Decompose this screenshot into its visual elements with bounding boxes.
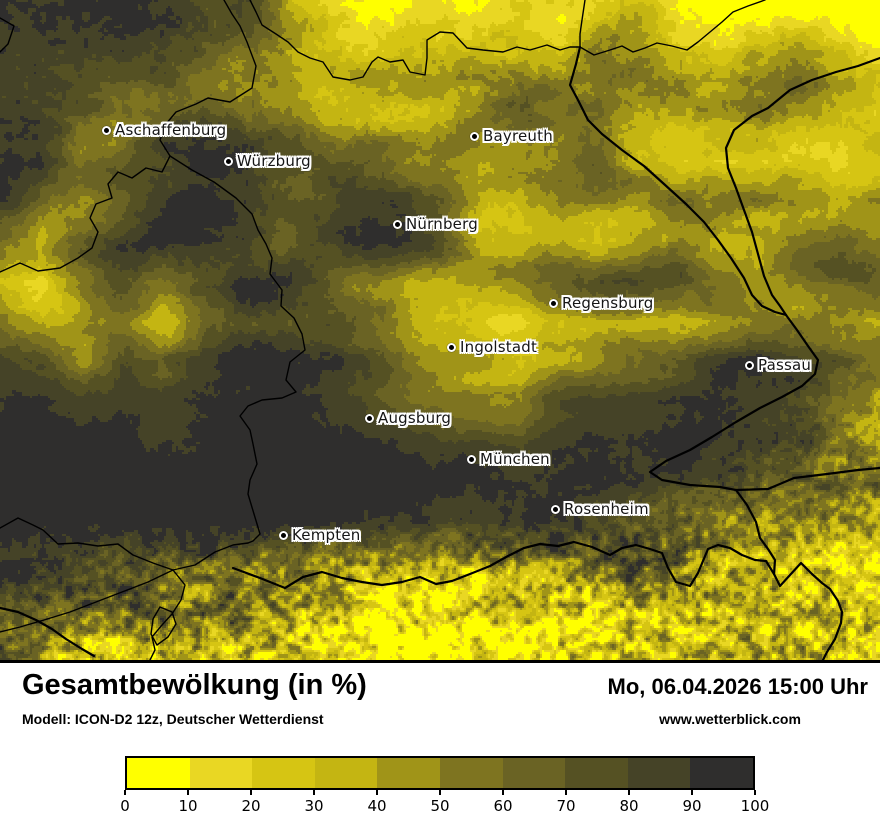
- city-label: Passau: [758, 356, 812, 374]
- border-line: [231, 540, 844, 660]
- colorbar-segment: [627, 758, 691, 788]
- city-label: Rosenheim: [564, 500, 649, 518]
- city-dot: [745, 360, 754, 370]
- border-overlay: [0, 0, 880, 660]
- city-marker-ingolstadt: Ingolstadt: [447, 338, 537, 356]
- city-marker-passau: Passau: [745, 356, 811, 374]
- city-dot: [365, 413, 374, 423]
- city-label: München: [480, 450, 550, 468]
- city-dot: [279, 530, 288, 540]
- city-dot: [102, 125, 111, 135]
- border-line: [249, 0, 766, 81]
- colorbar-segment: [690, 758, 753, 788]
- city-marker-augsburg: Augsburg: [365, 409, 451, 427]
- colorbar-tick-label: 0: [120, 797, 130, 815]
- colorbar-tick-label: 20: [241, 797, 261, 815]
- border-line: [150, 606, 177, 646]
- weather-map: Aschaffenburg Würzburg Bayreuth Nürnberg Reg…: [0, 0, 880, 660]
- colorbar-segment: [502, 758, 566, 788]
- city-marker-rosenheim: Rosenheim: [551, 500, 649, 518]
- border-line: [172, 542, 249, 571]
- city-labels-layer: Aschaffenburg Würzburg Bayreuth Nürnberg Reg…: [102, 121, 811, 544]
- info-footer: Gesamtbewölkung (in %) Mo, 06.04.2026 15…: [0, 663, 880, 830]
- colorbar-tick-label: 100: [740, 797, 770, 815]
- colorbar-tick-label: 50: [430, 797, 450, 815]
- border-line: [568, 45, 788, 317]
- colorbar-tick: [439, 790, 441, 795]
- cloud-cover-colorbar: [125, 756, 755, 790]
- page-title: Gesamtbewölkung (in %): [22, 669, 367, 701]
- colorbar-tick: [691, 790, 693, 795]
- valid-datetime: Mo, 06.04.2026 15:00 Uhr: [607, 674, 868, 699]
- colorbar-tick: [187, 790, 189, 795]
- city-marker-regensburg: Regensburg: [549, 294, 654, 312]
- border-line: [0, 0, 257, 273]
- city-dot: [470, 131, 479, 141]
- colorbar-segment: [565, 758, 628, 788]
- colorbar-tick-label: 10: [178, 797, 198, 815]
- city-label: Kempten: [292, 526, 361, 544]
- colorbar-tick-label: 40: [367, 797, 387, 815]
- city-dot: [447, 342, 456, 352]
- colorbar-tick: [502, 790, 504, 795]
- border-line: [0, 606, 96, 658]
- website-url: www.wetterblick.com: [659, 711, 801, 727]
- city-label: Regensburg: [562, 294, 654, 312]
- colorbar-tick: [628, 790, 630, 795]
- city-label: Bayreuth: [483, 127, 553, 145]
- model-info: Modell: ICON-D2 12z, Deutscher Wetterdie…: [22, 711, 324, 727]
- city-marker-munchen: München: [467, 450, 550, 468]
- city-dot: [549, 298, 558, 308]
- city-label: Augsburg: [378, 409, 452, 427]
- colorbar-ticks: 0 10 20 30 40 50 60 70 80 90 100: [120, 790, 769, 830]
- colorbar-segment: [314, 758, 378, 788]
- colorbar-tick-label: 80: [619, 797, 639, 815]
- city-label: Nürnberg: [406, 215, 478, 233]
- colorbar-segment: [127, 758, 190, 788]
- border-line: [734, 466, 880, 492]
- border-line: [579, 0, 586, 48]
- colorbar-segment: [377, 758, 440, 788]
- colorbar-tick-label: 30: [304, 797, 324, 815]
- colorbar-segment: [189, 758, 253, 788]
- border-line: [169, 155, 306, 544]
- colorbar-tick: [754, 790, 756, 795]
- city-marker-nurnberg: Nürnberg: [393, 215, 478, 233]
- colorbar-tick: [376, 790, 378, 795]
- city-marker-bayreuth: Bayreuth: [470, 127, 553, 145]
- border-line: [648, 313, 820, 576]
- colorbar-tick-label: 90: [682, 797, 702, 815]
- colorbar-tick: [250, 790, 252, 795]
- colorbar-segment: [439, 758, 503, 788]
- colorbar-segment: [252, 758, 315, 788]
- city-dot: [551, 504, 560, 514]
- city-label: Würzburg: [237, 152, 311, 170]
- colorbar-tick-label: 70: [556, 797, 576, 815]
- colorbar-tick: [124, 790, 126, 795]
- colorbar-tick: [313, 790, 315, 795]
- city-label: Ingolstadt: [460, 338, 538, 356]
- city-label: Aschaffenburg: [115, 121, 227, 139]
- city-marker-wurzburg: Würzburg: [224, 152, 311, 170]
- colorbar-tick: [565, 790, 567, 795]
- city-marker-aschaffenburg: Aschaffenburg: [102, 121, 226, 139]
- border-line: [0, 17, 15, 53]
- city-marker-kempten: Kempten: [279, 526, 360, 544]
- city-dot: [467, 454, 476, 464]
- city-dot: [224, 156, 233, 166]
- city-dot: [393, 219, 402, 229]
- border-line: [724, 56, 880, 317]
- border-line: [0, 517, 186, 660]
- border-line: [0, 569, 174, 633]
- map-footer-divider: [0, 660, 880, 663]
- colorbar-tick-label: 60: [493, 797, 513, 815]
